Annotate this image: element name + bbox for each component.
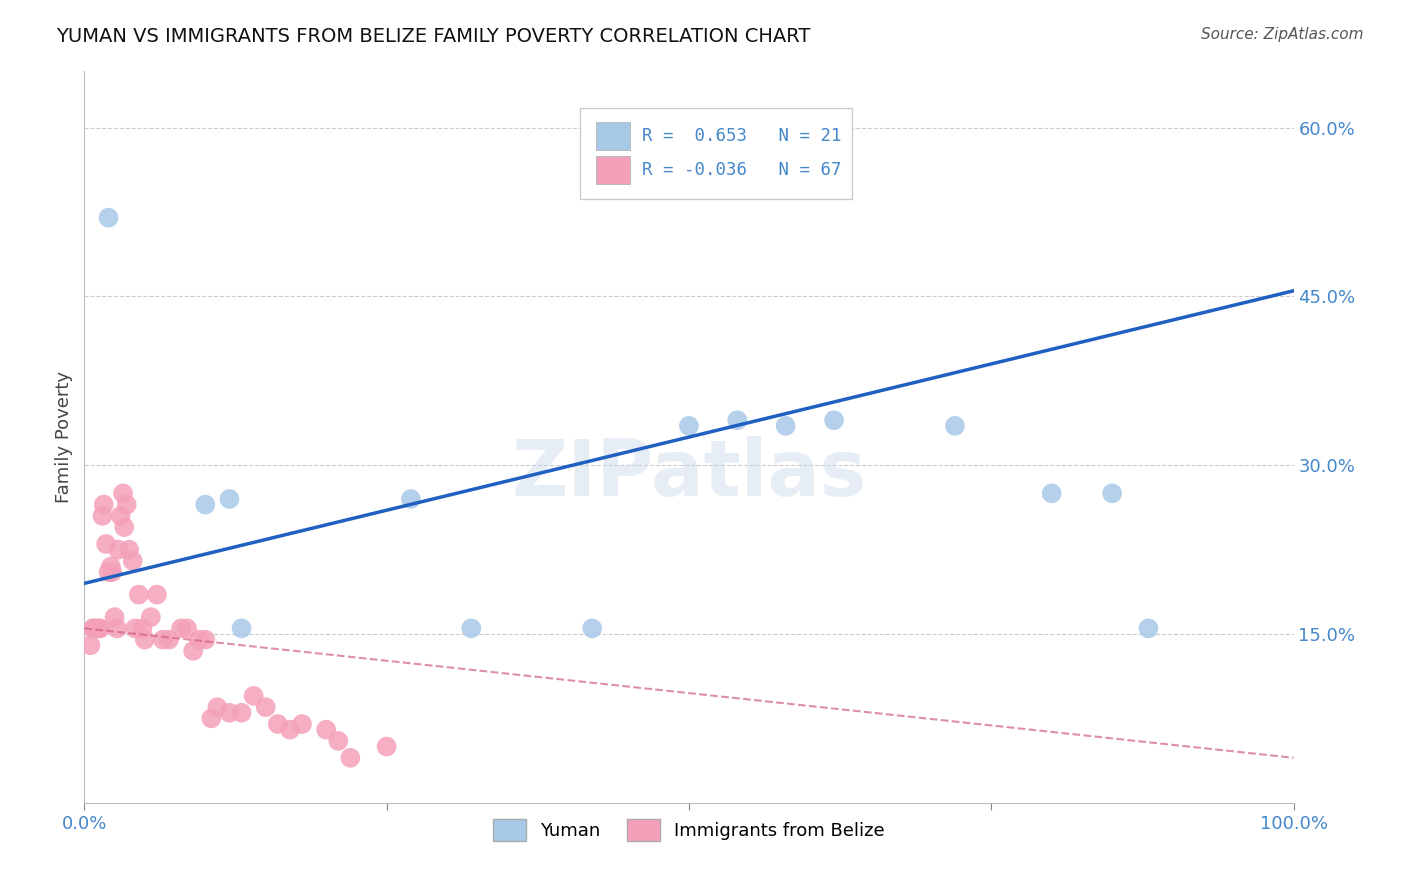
Point — [128, 588, 150, 602]
Point — [101, 565, 124, 579]
Point — [231, 706, 253, 720]
Point — [118, 542, 141, 557]
Point — [725, 413, 748, 427]
Point — [1101, 486, 1123, 500]
Text: R =  0.653   N = 21: R = 0.653 N = 21 — [641, 127, 841, 145]
Point — [86, 621, 108, 635]
Point — [315, 723, 337, 737]
Point — [399, 491, 422, 506]
Point — [131, 621, 153, 635]
Point — [267, 717, 290, 731]
Point — [110, 508, 132, 523]
Point — [115, 498, 138, 512]
Point — [291, 717, 314, 731]
Point — [97, 211, 120, 225]
Point — [89, 621, 111, 635]
Point — [97, 565, 120, 579]
Point — [124, 621, 146, 635]
Point — [107, 542, 129, 557]
Point — [207, 700, 229, 714]
Point — [100, 559, 122, 574]
Point — [823, 413, 845, 427]
Point — [87, 621, 110, 635]
Point — [1040, 486, 1063, 500]
Point — [218, 706, 240, 720]
Point — [170, 621, 193, 635]
Point — [83, 621, 105, 635]
FancyBboxPatch shape — [596, 156, 630, 184]
Point — [121, 554, 143, 568]
Text: Source: ZipAtlas.com: Source: ZipAtlas.com — [1201, 27, 1364, 42]
FancyBboxPatch shape — [596, 122, 630, 150]
Point — [678, 418, 700, 433]
Point — [278, 723, 301, 737]
Point — [112, 486, 135, 500]
Point — [139, 610, 162, 624]
Point — [105, 621, 128, 635]
Point — [181, 644, 204, 658]
Point — [194, 632, 217, 647]
Point — [231, 621, 253, 635]
Point — [94, 537, 117, 551]
Text: YUMAN VS IMMIGRANTS FROM BELIZE FAMILY POVERTY CORRELATION CHART: YUMAN VS IMMIGRANTS FROM BELIZE FAMILY P… — [56, 27, 811, 45]
Point — [79, 638, 101, 652]
Point — [943, 418, 966, 433]
Point — [188, 632, 211, 647]
Point — [581, 621, 603, 635]
Point — [134, 632, 156, 647]
Y-axis label: Family Poverty: Family Poverty — [55, 371, 73, 503]
Point — [82, 621, 104, 635]
Point — [328, 734, 350, 748]
Point — [339, 751, 361, 765]
Point — [460, 621, 482, 635]
Point — [375, 739, 398, 754]
Point — [152, 632, 174, 647]
Point — [146, 588, 169, 602]
Point — [176, 621, 198, 635]
FancyBboxPatch shape — [581, 108, 852, 200]
Point — [104, 610, 127, 624]
Point — [112, 520, 135, 534]
Point — [157, 632, 180, 647]
Legend: Yuman, Immigrants from Belize: Yuman, Immigrants from Belize — [486, 812, 891, 848]
Point — [200, 711, 222, 725]
Text: ZIPatlas: ZIPatlas — [512, 435, 866, 512]
Point — [91, 508, 114, 523]
Point — [775, 418, 797, 433]
Point — [242, 689, 264, 703]
Point — [194, 498, 217, 512]
Point — [93, 498, 115, 512]
Point — [254, 700, 277, 714]
Text: R = -0.036   N = 67: R = -0.036 N = 67 — [641, 161, 841, 179]
Point — [1137, 621, 1160, 635]
Point — [218, 491, 240, 506]
